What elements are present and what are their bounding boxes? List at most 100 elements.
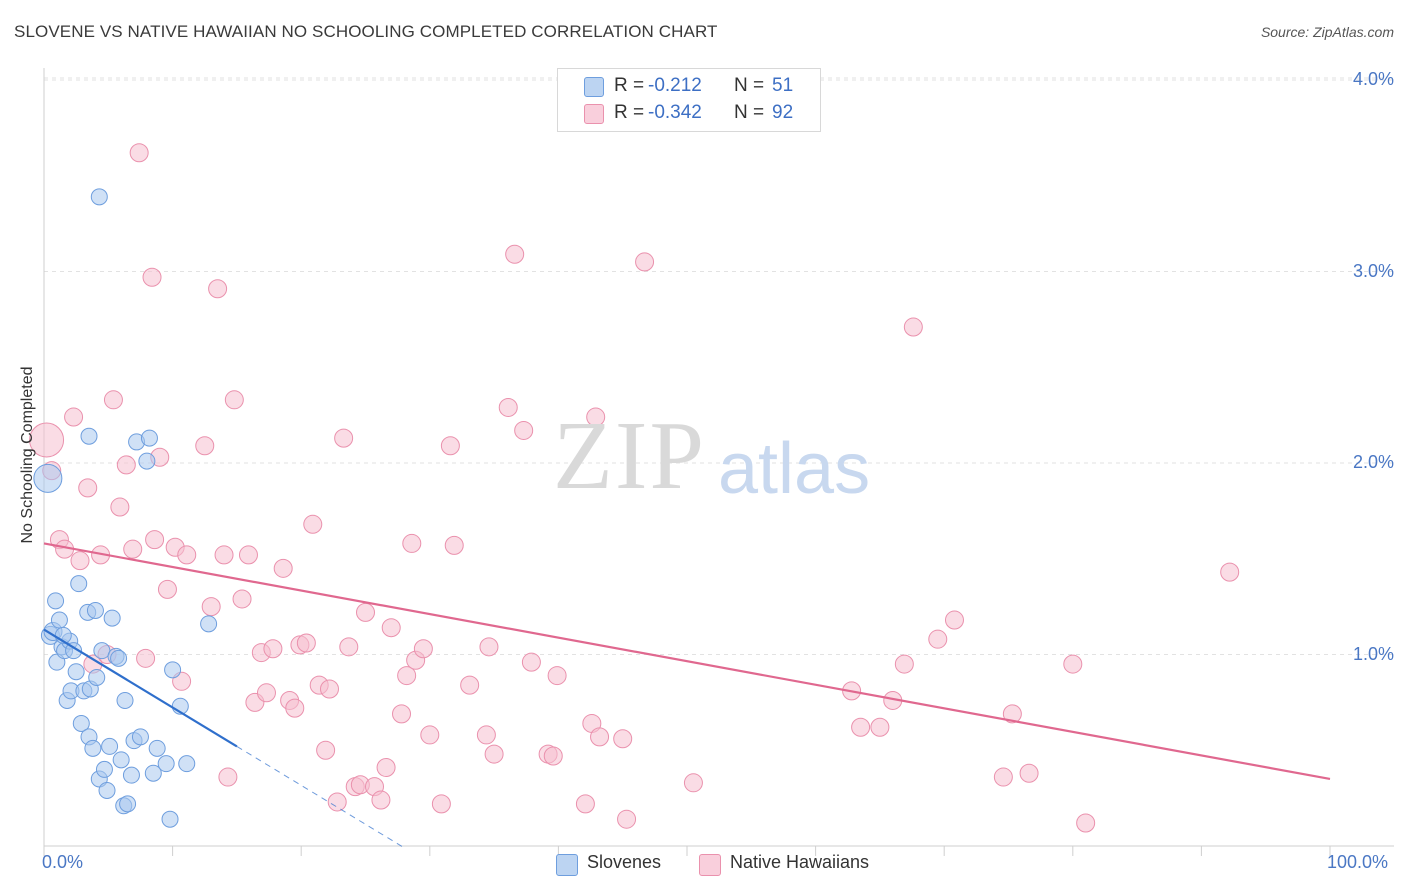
slovenes-point [72, 714, 90, 732]
native-hawaiians-point [1076, 813, 1096, 833]
native-hawaiians-point [78, 478, 98, 498]
native-hawaiians-label: Native Hawaiians [730, 852, 870, 872]
native-hawaiians-point [334, 428, 354, 448]
y-tick-label: 4.0% [1352, 69, 1394, 89]
native-hawaiians-point [177, 545, 197, 565]
native-hawaiians-point [635, 252, 655, 272]
native-hawaiians-point [479, 637, 499, 657]
native-hawaiians-trend-line [43, 542, 1331, 781]
x-tick-min: 0.0% [42, 852, 84, 872]
native-hawaiians-point [218, 767, 238, 787]
native-hawaiians-point [1019, 763, 1039, 783]
trend-lines [43, 542, 1331, 849]
legend-n-label: N = [734, 75, 765, 96]
native-hawaiians-point [1002, 704, 1022, 724]
watermark-atlas: atlas [718, 429, 871, 509]
native-hawaiians-point [1063, 654, 1083, 674]
native-hawaiians-point [303, 514, 323, 534]
native-hawaiians-point [339, 637, 359, 657]
slovenes-swatch [584, 77, 604, 97]
native-hawaiians-point [392, 704, 412, 724]
slovenes-point [95, 760, 113, 778]
slovenes-point [50, 611, 68, 629]
native-hawaiians-point [498, 397, 518, 417]
slovenes-point [93, 642, 111, 660]
slovenes-swatch [556, 854, 578, 876]
native-hawaiians-point [683, 773, 703, 793]
native-hawaiians-point [413, 639, 433, 659]
native-hawaiians-point [376, 757, 396, 777]
native-hawaiians-point [894, 654, 914, 674]
native-hawaiians-point [356, 602, 375, 622]
native-hawaiians-point [273, 558, 293, 578]
native-hawaiians-point [575, 794, 595, 814]
legend-r-value: -0.342 [648, 102, 702, 123]
native-hawaiians-point [521, 652, 541, 672]
slovenes-point [138, 452, 156, 470]
native-hawaiians-point [224, 390, 244, 410]
native-hawaiians-point [123, 539, 143, 559]
slovenes-point [131, 728, 149, 746]
slovenes-point [88, 668, 106, 686]
native-hawaiians-point [296, 633, 316, 653]
native-hawaiians-point [420, 725, 440, 745]
native-hawaiians-point [64, 407, 84, 427]
slovenes-point [103, 609, 121, 627]
slovenes-point [47, 592, 65, 610]
slovenes-point [140, 429, 158, 447]
slovenes-point [112, 751, 130, 769]
slovenes-point [67, 663, 85, 681]
slovenes-point [161, 810, 179, 828]
native-hawaiians-point [238, 545, 258, 565]
slovenes-point [144, 764, 162, 782]
gridlines [44, 77, 1394, 655]
slovenes-trend-line [43, 628, 238, 748]
x-tick-max: 100.0% [1327, 852, 1389, 872]
legend-n-value: 92 [772, 102, 794, 123]
native-hawaiians-point [851, 717, 871, 737]
native-hawaiians-point [201, 597, 221, 617]
native-hawaiians-point [431, 794, 451, 814]
chart-title: SLOVENE VS NATIVE HAWAIIAN NO SCHOOLING … [14, 22, 718, 41]
native-hawaiians-point [316, 740, 336, 760]
legend-r-label: R = [614, 75, 645, 96]
native-hawaiians-point [214, 545, 234, 565]
native-hawaiians-point [397, 666, 417, 686]
native-hawaiians-point [116, 455, 136, 475]
slovenes-point [119, 795, 137, 813]
native-hawaiians-point [617, 809, 637, 829]
native-hawaiians-point [944, 610, 964, 630]
native-hawaiians-point [586, 407, 606, 427]
native-hawaiians-point [928, 629, 948, 649]
native-hawaiians-point [1220, 562, 1240, 582]
native-hawaiians-point [543, 746, 563, 766]
legend-row-slovenes: R = -0.212 N = 51 [558, 75, 820, 99]
native-hawaiians-point [505, 244, 525, 264]
native-hawaiians-point [444, 535, 464, 555]
y-tick-label: 2.0% [1352, 452, 1394, 472]
native-hawaiians-point [70, 551, 90, 571]
native-hawaiians-point [256, 683, 276, 703]
slovenes-label: Slovenes [587, 852, 662, 872]
slovenes-point [157, 755, 175, 773]
slovenes-point [84, 739, 102, 757]
native-hawaiians-point [285, 698, 305, 718]
slovenes-point [148, 739, 166, 757]
slovenes-point [200, 615, 218, 633]
native-hawaiians-point [142, 267, 162, 287]
native-hawaiians-swatch [699, 854, 721, 876]
slovenes-point [116, 691, 134, 709]
native-hawaiians-point [157, 579, 177, 599]
watermark-zip: ZIP [553, 402, 706, 510]
slovenes-points [33, 188, 218, 828]
native-hawaiians-points [29, 143, 1240, 833]
native-hawaiians-point [29, 422, 65, 458]
slovenes-point [65, 642, 83, 660]
native-hawaiians-point [136, 648, 156, 668]
native-hawaiians-point [440, 436, 460, 456]
native-hawaiians-point [613, 729, 633, 749]
native-hawaiians-point [145, 530, 165, 550]
native-hawaiians-point [208, 279, 228, 299]
slovenes-point [110, 649, 128, 667]
slovenes-point [86, 601, 104, 619]
